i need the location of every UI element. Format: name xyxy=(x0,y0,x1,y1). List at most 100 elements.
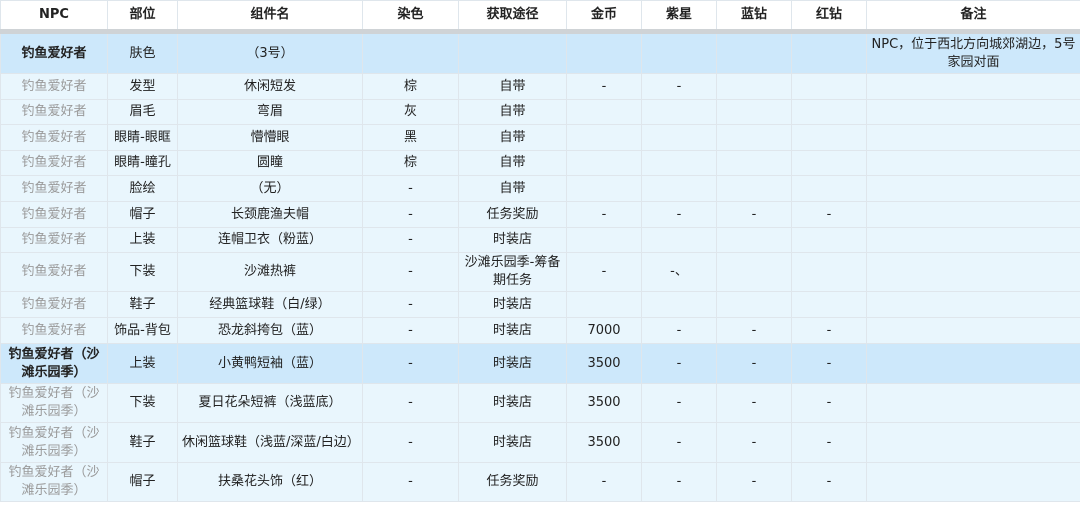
cell-blue-diamond xyxy=(716,291,792,318)
cell-gold xyxy=(566,175,642,202)
cell-gold xyxy=(566,124,642,151)
cell-npc: 钓鱼爱好者 xyxy=(0,99,108,125)
cell-red-diamond: - xyxy=(791,343,867,384)
cell-part: 眼睛-瞳孔 xyxy=(107,150,178,176)
cell-source: 自带 xyxy=(458,99,567,125)
cell-gold: - xyxy=(566,73,642,100)
cell-blue-diamond xyxy=(716,175,792,202)
cell-red-diamond: - xyxy=(791,317,867,344)
cell-purple-star xyxy=(641,31,717,74)
cell-purple-star xyxy=(641,124,717,151)
cell-source: 自带 xyxy=(458,124,567,151)
cell-dye: - xyxy=(362,201,459,228)
column-header-source[interactable]: 获取途径 xyxy=(458,0,567,34)
cell-part: 眼睛-眼眶 xyxy=(107,124,178,151)
cell-purple-star: - xyxy=(641,383,717,423)
cell-red-diamond: - xyxy=(791,422,867,463)
table-row[interactable]: 钓鱼爱好者 饰品-背包 恐龙斜挎包（蓝） - 时装店 7000- - - xyxy=(0,317,1080,344)
cell-notes xyxy=(866,175,1080,202)
cell-source: 任务奖励 xyxy=(458,462,567,502)
table-row[interactable]: 钓鱼爱好者（沙滩乐园季） 帽子 扶桑花头饰（红） - 任务奖励 - - - - xyxy=(0,462,1080,502)
cell-npc: 钓鱼爱好者 xyxy=(0,31,108,74)
cell-purple-star xyxy=(641,291,717,318)
cell-source: 任务奖励 xyxy=(458,201,567,228)
cell-component-name: （无） xyxy=(177,175,363,202)
table-row[interactable]: 钓鱼爱好者 上装 连帽卫衣（粉蓝） - 时装店 xyxy=(0,227,1080,253)
cell-notes xyxy=(866,99,1080,125)
cell-purple-star xyxy=(641,99,717,125)
cell-notes: NPC，位于西北方向城郊湖边，5号家园对面 xyxy=(866,31,1080,74)
table-row[interactable]: 钓鱼爱好者 肤色 （3号） NPC，位于西北方向城郊湖边，5号家园对面 xyxy=(0,31,1080,74)
cell-notes xyxy=(866,150,1080,176)
cell-component-name: 懵懵眼 xyxy=(177,124,363,151)
cell-part: 眉毛 xyxy=(107,99,178,125)
cell-purple-star: - xyxy=(641,73,717,100)
cell-purple-star: -、 xyxy=(641,252,717,292)
table-row[interactable]: 钓鱼爱好者（沙滩乐园季） 上装 小黄鸭短袖（蓝） - 时装店 3500- - - xyxy=(0,343,1080,384)
cell-red-diamond xyxy=(791,73,867,100)
cell-red-diamond xyxy=(791,150,867,176)
cell-gold: 3500 xyxy=(566,422,642,463)
cell-purple-star: - xyxy=(641,317,717,344)
column-header-purple-star[interactable]: 紫星 xyxy=(641,0,717,34)
cell-notes xyxy=(866,462,1080,502)
cell-red-diamond: - xyxy=(791,462,867,502)
cell-blue-diamond: - xyxy=(716,201,792,228)
cell-notes xyxy=(866,73,1080,100)
cell-purple-star xyxy=(641,227,717,253)
cell-gold: - xyxy=(566,201,642,228)
cell-source: 自带 xyxy=(458,73,567,100)
cell-npc: 钓鱼爱好者（沙滩乐园季） xyxy=(0,422,108,463)
column-header-notes[interactable]: 备注 xyxy=(866,0,1080,34)
cell-blue-diamond xyxy=(716,150,792,176)
cell-dye: - xyxy=(362,227,459,253)
cell-notes xyxy=(866,343,1080,384)
cell-purple-star: - xyxy=(641,422,717,463)
cell-source: 时装店 xyxy=(458,383,567,423)
cell-part: 饰品-背包 xyxy=(107,317,178,344)
cell-npc: 钓鱼爱好者（沙滩乐园季） xyxy=(0,462,108,502)
cell-purple-star: - xyxy=(641,343,717,384)
column-header-part[interactable]: 部位 xyxy=(107,0,178,34)
cell-notes xyxy=(866,124,1080,151)
cell-dye: 黑 xyxy=(362,124,459,151)
table-row[interactable]: 钓鱼爱好者 眼睛-瞳孔 圆瞳棕自带 xyxy=(0,150,1080,176)
table-row[interactable]: 钓鱼爱好者（沙滩乐园季） 鞋子 休闲篮球鞋（浅蓝/深蓝/白边） - 时装店 3500- - - xyxy=(0,422,1080,463)
cell-component-name: 扶桑花头饰（红） xyxy=(177,462,363,502)
cell-npc: 钓鱼爱好者 xyxy=(0,227,108,253)
header-row: NPC 部位 组件名 染色 获取途径 金币 紫星 蓝钻 红钻 备注 xyxy=(0,0,1080,34)
cell-source: 沙滩乐园季-筹备期任务 xyxy=(458,252,567,292)
cell-purple-star xyxy=(641,175,717,202)
table-row[interactable]: 钓鱼爱好者（沙滩乐园季） 下装 夏日花朵短裤（浅蓝底） - 时装店 3500- - - xyxy=(0,383,1080,423)
table-row[interactable]: 钓鱼爱好者 帽子 长颈鹿渔夫帽 - 任务奖励 - - - - xyxy=(0,201,1080,228)
cell-part: 上装 xyxy=(107,227,178,253)
cell-blue-diamond: - xyxy=(716,383,792,423)
column-header-red-diamond[interactable]: 红钻 xyxy=(791,0,867,34)
cell-component-name: 夏日花朵短裤（浅蓝底） xyxy=(177,383,363,423)
column-header-dye[interactable]: 染色 xyxy=(362,0,459,34)
column-header-blue-diamond[interactable]: 蓝钻 xyxy=(716,0,792,34)
table-row[interactable]: 钓鱼爱好者 鞋子 经典篮球鞋（白/绿） - 时装店 xyxy=(0,291,1080,318)
cell-notes xyxy=(866,422,1080,463)
cell-purple-star: - xyxy=(641,201,717,228)
table-row[interactable]: 钓鱼爱好者 脸绘 （无） - 自带 xyxy=(0,175,1080,202)
table-row[interactable]: 钓鱼爱好者 下装 沙滩热裤 - 沙滩乐园季-筹备期任务 - -、 xyxy=(0,252,1080,292)
cell-component-name: 沙滩热裤 xyxy=(177,252,363,292)
column-header-gold[interactable]: 金币 xyxy=(566,0,642,34)
column-header-component-name[interactable]: 组件名 xyxy=(177,0,363,34)
cell-component-name: 休闲篮球鞋（浅蓝/深蓝/白边） xyxy=(177,422,363,463)
table-row[interactable]: 钓鱼爱好者 眼睛-眼眶 懵懵眼黑自带 xyxy=(0,124,1080,151)
cell-red-diamond xyxy=(791,31,867,74)
cell-npc: 钓鱼爱好者 xyxy=(0,73,108,100)
cell-part: 鞋子 xyxy=(107,291,178,318)
cell-source xyxy=(458,31,567,74)
cell-source: 时装店 xyxy=(458,343,567,384)
cell-source: 时装店 xyxy=(458,227,567,253)
cell-component-name: 恐龙斜挎包（蓝） xyxy=(177,317,363,344)
column-header-npc[interactable]: NPC xyxy=(0,0,108,34)
table-row[interactable]: 钓鱼爱好者 眉毛 弯眉灰自带 xyxy=(0,99,1080,125)
cell-red-diamond xyxy=(791,252,867,292)
cell-blue-diamond: - xyxy=(716,462,792,502)
table-row[interactable]: 钓鱼爱好者 发型 休闲短发棕自带 - - xyxy=(0,73,1080,100)
